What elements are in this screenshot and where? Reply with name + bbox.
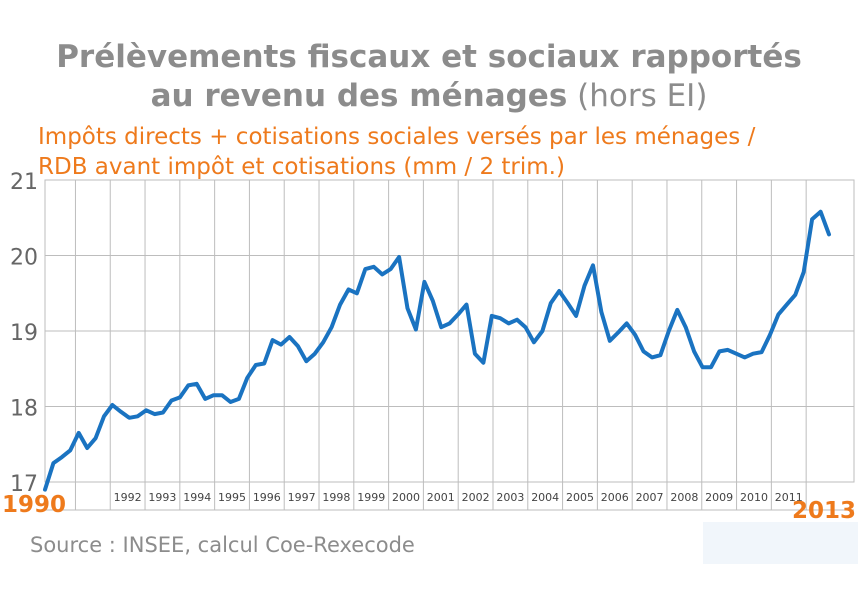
x-tick-label: 1998 <box>322 491 350 504</box>
x-tick-label: 2005 <box>566 491 594 504</box>
chart-title-line2: au revenu des ménages (hors EI) <box>0 77 858 116</box>
x-tick-label: 2002 <box>462 491 490 504</box>
chart-axes <box>44 179 855 511</box>
x-tick-label: 1995 <box>218 491 246 504</box>
decorative-panel <box>703 522 858 564</box>
chart-title-line1: Prélèvements fiscaux et sociaux rapporté… <box>56 39 802 75</box>
x-tick-label: 1993 <box>148 491 176 504</box>
y-tick-label: 17 <box>10 472 38 497</box>
x-tick-label: 2006 <box>601 491 629 504</box>
x-tick-label: 1996 <box>253 491 281 504</box>
x-start-label: 1990 <box>2 492 66 518</box>
chart-title-line2-light: (hors EI) <box>567 78 708 114</box>
chart-labels: 17 18 19 20 21 1992 1993 1994 1995 1996 1997 1998 19… <box>2 170 856 524</box>
x-tick-label: 1997 <box>288 491 316 504</box>
chart-series <box>43 209 831 492</box>
x-tick-label: 2007 <box>636 491 664 504</box>
y-tick-label: 20 <box>10 246 38 271</box>
x-tick-label: 1999 <box>357 491 385 504</box>
x-tick-label: 2009 <box>705 491 733 504</box>
x-tick-label: 2010 <box>740 491 768 504</box>
chart-subtitle: Impôts directs + cotisations sociales ve… <box>38 122 848 182</box>
x-tick-label: 2000 <box>392 491 420 504</box>
x-tick-label: 2008 <box>670 491 698 504</box>
x-tick-label: 2004 <box>531 491 559 504</box>
y-tick-label: 21 <box>10 170 38 195</box>
plot-frame <box>44 179 855 483</box>
chart-grid <box>45 179 854 510</box>
x-tick-label: 2003 <box>496 491 524 504</box>
chart-subtitle-line1: Impôts directs + cotisations sociales ve… <box>38 124 756 150</box>
x-end-label: 2013 <box>792 498 856 524</box>
y-tick-label: 19 <box>10 321 38 346</box>
chart-subtitle-line2: RDB avant impôt et cotisations (mm / 2 t… <box>38 154 565 180</box>
x-tick-label: 2001 <box>427 491 455 504</box>
series-line <box>43 209 831 492</box>
x-tick-label: 1992 <box>114 491 142 504</box>
x-tick-label: 1994 <box>183 491 211 504</box>
chart-title: Prélèvements fiscaux et sociaux rapporté… <box>0 38 858 116</box>
x-tick-label: 2011 <box>775 491 803 504</box>
y-tick-label: 18 <box>10 397 38 422</box>
source-note: Source : INSEE, calcul Coe-Rexecode <box>30 533 415 557</box>
chart-title-line2-bold: au revenu des ménages <box>150 78 568 114</box>
